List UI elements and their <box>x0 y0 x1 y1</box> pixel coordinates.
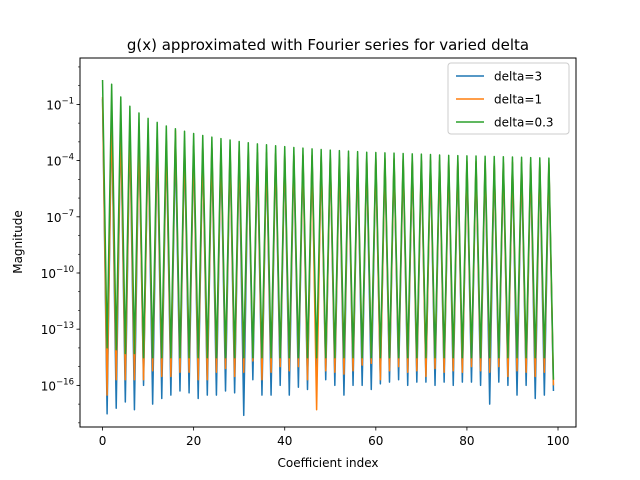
series-delta=0.3 <box>101 80 555 380</box>
x-tick-label: 60 <box>368 434 383 448</box>
x-tick-label: 80 <box>459 434 474 448</box>
y-tick-base: 10 <box>41 323 56 337</box>
x-axis-label: Coefficient index <box>278 456 379 470</box>
x-axis-ticks: 0 20 40 60 80 100 <box>99 427 570 448</box>
chart-title: g(x) approximated with Fourier series fo… <box>127 36 529 54</box>
x-tick-label: 0 <box>99 434 107 448</box>
legend-label: delta=3 <box>494 70 542 84</box>
x-tick-label: 20 <box>186 434 201 448</box>
plot-frame <box>79 57 577 428</box>
legend-label: delta=1 <box>494 93 542 107</box>
x-tick-label: 40 <box>277 434 292 448</box>
series-line <box>101 80 555 380</box>
y-tick-exponent: −7 <box>61 209 74 219</box>
legend-box <box>447 62 570 135</box>
y-tick-base: 10 <box>46 98 61 112</box>
legend-label: delta=0.3 <box>494 116 554 130</box>
y-tick-label: 10−10 <box>41 265 74 281</box>
x-tick-label: 100 <box>547 434 570 448</box>
y-tick-label: 10−7 <box>46 209 74 225</box>
y-tick-exponent: −4 <box>61 153 74 163</box>
y-tick-base: 10 <box>41 267 56 281</box>
y-tick-base: 10 <box>41 379 56 393</box>
y-tick-label: 10−16 <box>41 377 74 393</box>
y-tick-base: 10 <box>46 155 61 169</box>
series-layer <box>101 80 555 417</box>
y-tick-exponent: −13 <box>56 321 74 331</box>
y-tick-label: 10−13 <box>41 321 74 337</box>
y-tick-label: 10−4 <box>46 153 74 169</box>
y-axis-label: Magnitude <box>11 210 25 274</box>
y-tick-exponent: −10 <box>56 265 74 275</box>
legend: delta=3 delta=1 delta=0.3 <box>447 62 570 135</box>
y-tick-base: 10 <box>46 211 61 225</box>
y-tick-exponent: −16 <box>56 377 74 387</box>
y-tick-label: 10−1 <box>46 96 74 112</box>
y-tick-exponent: −1 <box>61 96 74 106</box>
